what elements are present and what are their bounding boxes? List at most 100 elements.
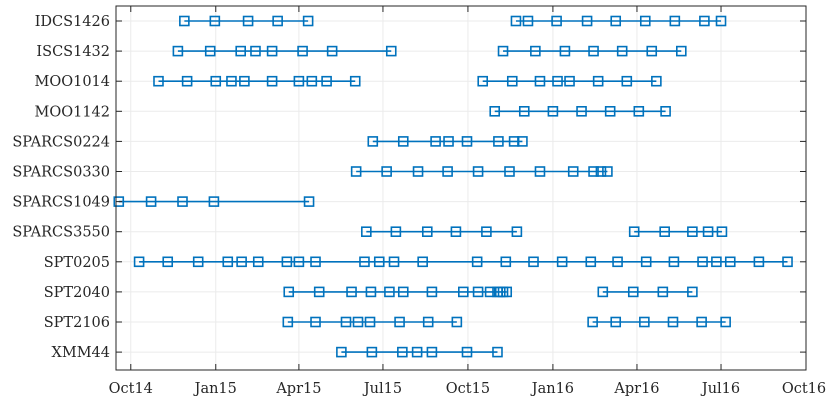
observation-marker xyxy=(293,256,305,268)
observation-marker xyxy=(461,346,473,358)
observation-marker xyxy=(451,316,463,328)
observation-marker xyxy=(668,256,680,268)
observation-marker xyxy=(581,15,593,27)
y-tick-label: SPARCS1049 xyxy=(12,195,110,211)
series-layer xyxy=(113,15,793,358)
observation-marker xyxy=(384,286,395,298)
observation-marker xyxy=(471,256,483,268)
observation-marker xyxy=(302,15,314,27)
observation-marker xyxy=(715,15,727,27)
observation-marker xyxy=(556,256,568,268)
y-tick-label: MOO1014 xyxy=(34,74,110,90)
observation-marker xyxy=(604,106,616,117)
x-tick-label: Apr15 xyxy=(275,381,321,397)
observation-marker xyxy=(716,226,728,237)
observation-marker xyxy=(179,15,190,27)
observation-marker xyxy=(236,256,247,268)
observation-marker xyxy=(313,286,325,298)
observation-marker xyxy=(235,45,246,57)
x-tick-label: Oct15 xyxy=(446,381,490,397)
observation-marker xyxy=(421,226,433,237)
observation-marker xyxy=(724,256,736,268)
y-tick-label: SPT2040 xyxy=(44,285,110,301)
observation-marker xyxy=(610,15,622,27)
observation-marker xyxy=(633,106,645,117)
observation-marker xyxy=(506,75,518,87)
observation-marker xyxy=(597,286,609,298)
y-tick-label: SPARCS3550 xyxy=(12,225,110,241)
observation-marker xyxy=(616,45,628,57)
observation-marker xyxy=(621,75,633,87)
observation-marker xyxy=(321,75,332,87)
observation-marker xyxy=(242,15,254,27)
observation-marker xyxy=(472,286,484,298)
observation-marker xyxy=(113,196,125,207)
observation-marker xyxy=(559,45,571,57)
observation-marker xyxy=(397,286,409,298)
observation-marker xyxy=(492,346,503,358)
series-xmm44 xyxy=(336,346,503,358)
observation-marker xyxy=(640,256,652,268)
observation-marker xyxy=(530,45,541,57)
observation-marker xyxy=(547,106,559,117)
observation-marker xyxy=(412,166,424,177)
observation-marker xyxy=(651,75,662,87)
observation-marker xyxy=(145,196,157,207)
observation-marker xyxy=(576,106,587,117)
observation-marker xyxy=(293,75,305,87)
observation-marker xyxy=(461,136,473,147)
axes-layer xyxy=(115,5,807,371)
observation-marker xyxy=(639,316,650,328)
observation-marker xyxy=(397,346,408,358)
observation-marker xyxy=(551,15,562,27)
observation-marker xyxy=(696,316,707,328)
observation-marker xyxy=(493,136,504,147)
x-tick-label: Oct14 xyxy=(109,381,153,397)
observation-marker xyxy=(517,136,528,147)
y-tick-label: XMM44 xyxy=(52,345,110,361)
series-iscs1432 xyxy=(172,45,687,57)
observation-marker xyxy=(669,15,681,27)
observation-marker xyxy=(417,256,428,268)
observation-marker xyxy=(397,136,409,147)
observation-marker xyxy=(501,286,513,298)
observation-marker xyxy=(711,256,722,268)
observation-marker xyxy=(411,346,423,358)
observation-marker xyxy=(676,45,687,57)
observation-marker xyxy=(422,316,434,328)
observation-marker xyxy=(472,166,484,177)
observation-marker xyxy=(390,226,402,237)
observation-marker xyxy=(481,226,492,237)
series-sparcs0224 xyxy=(367,136,528,147)
observation-marker xyxy=(522,15,534,27)
observation-marker xyxy=(209,15,221,27)
observation-marker xyxy=(303,196,315,207)
observation-marker xyxy=(266,75,278,87)
observation-marker xyxy=(426,346,438,358)
y-tick-label: SPARCS0330 xyxy=(12,165,110,181)
series-sparcs0330 xyxy=(350,166,613,177)
observation-marker xyxy=(610,316,622,328)
observation-marker xyxy=(250,45,261,57)
x-tick-label: Jan16 xyxy=(530,381,574,397)
observation-marker xyxy=(528,256,539,268)
observation-marker xyxy=(602,166,613,177)
y-tick-label: SPT2106 xyxy=(44,315,110,331)
observation-marker xyxy=(381,166,392,177)
observation-marker xyxy=(697,256,708,268)
observation-marker xyxy=(510,15,522,27)
observation-marker xyxy=(365,286,377,298)
observation-marker xyxy=(699,15,710,27)
observation-marker xyxy=(511,226,523,237)
observation-marker xyxy=(281,256,293,268)
observation-marker xyxy=(567,166,579,177)
x-tick-label: Apr16 xyxy=(613,381,659,397)
observation-marker xyxy=(350,166,362,177)
observation-marker xyxy=(204,45,216,57)
observation-marker xyxy=(310,256,321,268)
observation-marker xyxy=(388,256,400,268)
observation-marker xyxy=(667,316,679,328)
observation-marker xyxy=(702,226,714,237)
observation-marker xyxy=(366,346,378,358)
